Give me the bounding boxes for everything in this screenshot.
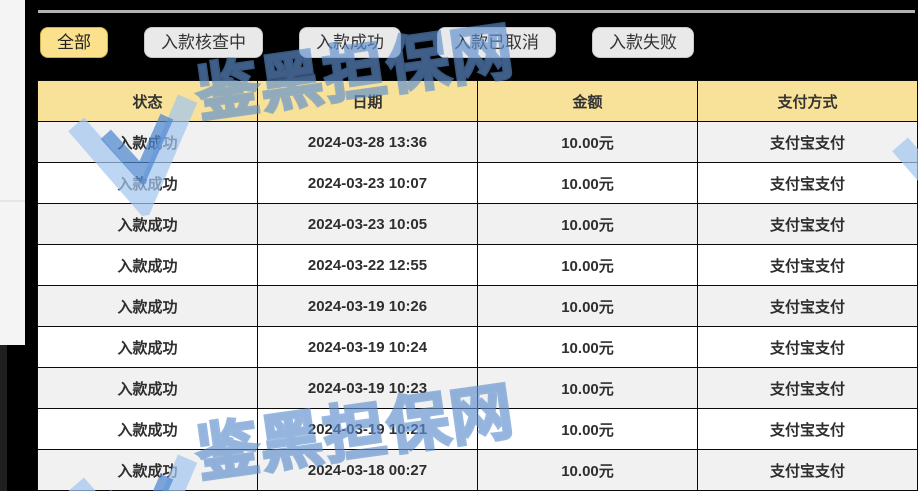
date-cell: 2024-03-19 10:24 xyxy=(257,326,478,368)
table-row: 入款成功 2024-03-23 10:05 10.00元 支付宝支付 xyxy=(37,203,918,245)
table-row: 入款成功 2024-03-19 10:24 10.00元 支付宝支付 xyxy=(37,326,918,368)
column-header-amount: 金额 xyxy=(477,80,698,122)
table-row: 入款成功 2024-03-19 10:21 10.00元 支付宝支付 xyxy=(37,408,918,450)
payment-method-cell: 支付宝支付 xyxy=(697,449,918,491)
payment-method-cell: 支付宝支付 xyxy=(697,367,918,409)
amount-cell: 10.00元 xyxy=(477,285,698,327)
filter-button-deposit-success[interactable]: 入款成功 xyxy=(299,27,401,58)
amount-cell: 10.00元 xyxy=(477,408,698,450)
table-row: 入款成功 2024-03-28 13:36 10.00元 支付宝支付 xyxy=(37,121,918,163)
payment-method-cell: 支付宝支付 xyxy=(697,203,918,245)
status-cell: 入款成功 xyxy=(37,203,258,245)
table-body: 入款成功 2024-03-28 13:36 10.00元 支付宝支付 入款成功 2024-… xyxy=(37,121,918,491)
table-row: 入款成功 2024-03-18 00:27 10.00元 支付宝支付 xyxy=(37,449,918,491)
column-header-payment-method: 支付方式 xyxy=(697,80,918,122)
status-cell: 入款成功 xyxy=(37,408,258,450)
table-row: 入款成功 2024-03-19 10:26 10.00元 支付宝支付 xyxy=(37,285,918,327)
table-row: 入款成功 2024-03-23 10:07 10.00元 支付宝支付 xyxy=(37,162,918,204)
left-background-panel xyxy=(0,0,25,345)
table-row: 入款成功 2024-03-22 12:55 10.00元 支付宝支付 xyxy=(37,244,918,286)
filter-button-deposit-checking[interactable]: 入款核查中 xyxy=(144,27,263,58)
date-cell: 2024-03-23 10:05 xyxy=(257,203,478,245)
payment-method-cell: 支付宝支付 xyxy=(697,162,918,204)
date-cell: 2024-03-19 10:23 xyxy=(257,367,478,409)
payment-method-cell: 支付宝支付 xyxy=(697,326,918,368)
table-header-row: 状态 日期 金额 支付方式 xyxy=(37,80,918,122)
date-cell: 2024-03-22 12:55 xyxy=(257,244,478,286)
payment-method-cell: 支付宝支付 xyxy=(697,244,918,286)
status-cell: 入款成功 xyxy=(37,244,258,286)
date-cell: 2024-03-19 10:21 xyxy=(257,408,478,450)
payment-method-cell: 支付宝支付 xyxy=(697,408,918,450)
filter-button-deposit-cancelled[interactable]: 入款已取消 xyxy=(437,27,556,58)
payment-method-cell: 支付宝支付 xyxy=(697,121,918,163)
amount-cell: 10.00元 xyxy=(477,367,698,409)
deposit-records-table: 状态 日期 金额 支付方式 入款成功 2024-03-28 13:36 10.00元… xyxy=(37,80,918,491)
date-cell: 2024-03-19 10:26 xyxy=(257,285,478,327)
filter-button-all[interactable]: 全部 xyxy=(40,27,108,58)
table-row: 入款成功 2024-03-19 10:23 10.00元 支付宝支付 xyxy=(37,367,918,409)
top-divider-line xyxy=(38,10,915,13)
date-cell: 2024-03-28 13:36 xyxy=(257,121,478,163)
status-cell: 入款成功 xyxy=(37,285,258,327)
status-filter-bar: 全部 入款核查中 入款成功 入款已取消 入款失败 xyxy=(40,27,694,58)
amount-cell: 10.00元 xyxy=(477,449,698,491)
status-cell: 入款成功 xyxy=(37,326,258,368)
amount-cell: 10.00元 xyxy=(477,244,698,286)
payment-method-cell: 支付宝支付 xyxy=(697,285,918,327)
status-cell: 入款成功 xyxy=(37,162,258,204)
filter-button-deposit-failed[interactable]: 入款失败 xyxy=(592,27,694,58)
date-cell: 2024-03-18 00:27 xyxy=(257,449,478,491)
amount-cell: 10.00元 xyxy=(477,326,698,368)
left-panel-divider xyxy=(0,200,25,202)
date-cell: 2024-03-23 10:07 xyxy=(257,162,478,204)
left-dark-strip xyxy=(0,345,7,491)
amount-cell: 10.00元 xyxy=(477,203,698,245)
column-header-status: 状态 xyxy=(37,80,258,122)
status-cell: 入款成功 xyxy=(37,367,258,409)
status-cell: 入款成功 xyxy=(37,449,258,491)
column-header-date: 日期 xyxy=(257,80,478,122)
status-cell: 入款成功 xyxy=(37,121,258,163)
amount-cell: 10.00元 xyxy=(477,162,698,204)
amount-cell: 10.00元 xyxy=(477,121,698,163)
table-header: 状态 日期 金额 支付方式 xyxy=(37,80,918,122)
